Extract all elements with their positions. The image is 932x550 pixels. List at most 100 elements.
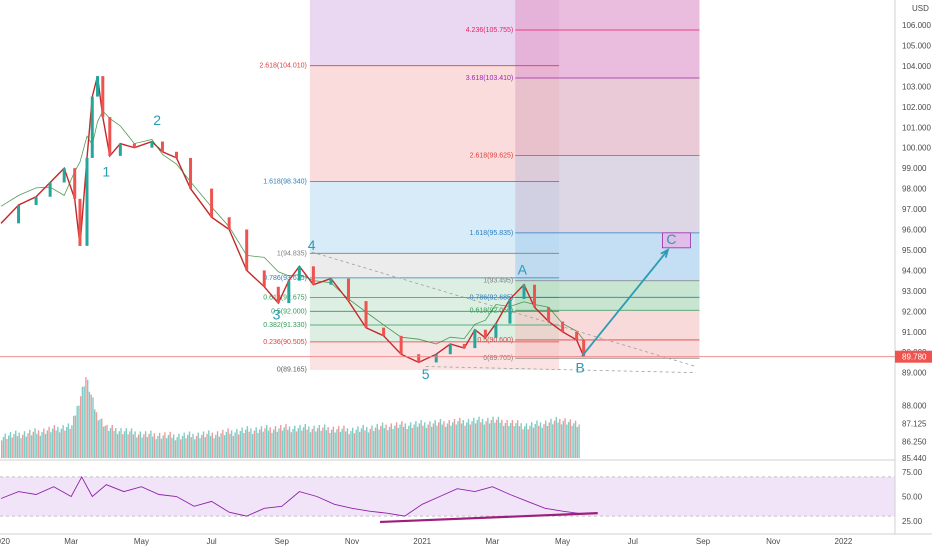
volume-bar [46, 430, 49, 458]
volume-bar [357, 426, 359, 458]
current-price-label: 89.780 [902, 353, 927, 362]
volume-bar [109, 427, 112, 458]
volume-bar [116, 434, 119, 458]
volume-bar [409, 422, 412, 458]
volume-bar [373, 431, 375, 458]
candle [462, 344, 466, 349]
volume-bar [41, 432, 43, 458]
fib1-level-label: 0.382(91.330) [263, 322, 307, 329]
wave-label: 1 [102, 163, 110, 179]
volume-bar [122, 434, 124, 458]
volume-bar [425, 427, 428, 458]
volume-bar [223, 435, 226, 458]
volume-bar [578, 424, 580, 458]
volume-bar [527, 429, 529, 458]
volume-bar [262, 431, 264, 458]
fib1-level-label: 1(94.835) [277, 250, 307, 257]
volume-bar [523, 426, 526, 458]
wave-c-box [662, 232, 691, 249]
volume-bar [437, 422, 440, 458]
volume-bar [22, 434, 24, 458]
volume-bar [485, 421, 487, 458]
volume-bar [111, 424, 113, 458]
volume-bar [248, 431, 250, 458]
volume-bar [562, 420, 564, 458]
price-tick-label: 102.000 [902, 103, 931, 112]
volume-bar [557, 422, 559, 458]
volume-bar [280, 424, 282, 458]
volume-bar [301, 430, 303, 458]
volume-bar [309, 432, 312, 458]
volume-bar [190, 437, 192, 458]
volume-bar [237, 434, 240, 458]
currency-label: USD [912, 4, 929, 13]
volume-bar [341, 428, 343, 458]
volume-bar [436, 425, 438, 458]
volume-bar [155, 439, 157, 458]
fib2-level-label: 4.236(105.755) [466, 27, 513, 34]
volume-bar [202, 431, 205, 458]
volume-bar [44, 433, 47, 458]
price-tick-label: 97.000 [902, 205, 927, 214]
volume-bar [150, 430, 152, 458]
fib1-level-label: 0.786(93.635) [263, 275, 307, 282]
volume-bar [264, 428, 266, 458]
candle [533, 284, 537, 308]
ma-line [0, 110, 585, 345]
fib1-level-label: 0(89.165) [277, 366, 307, 373]
price-tick-label: 100.000 [902, 144, 931, 153]
volume-bar [79, 396, 82, 458]
volume-bar [315, 431, 317, 458]
volume-bar [266, 424, 268, 458]
price-tick-label: 87.125 [902, 420, 927, 429]
volume-bar [57, 426, 59, 458]
volume-bar [392, 429, 394, 458]
volume-bar [374, 427, 377, 458]
volume-bar [225, 431, 228, 458]
volume-bar [287, 429, 289, 458]
fib2-level-label: 3.618(103.410) [466, 75, 513, 82]
candle [175, 151, 178, 158]
price-tick-label: 98.000 [902, 185, 927, 194]
wave-label: 3 [273, 306, 281, 322]
volume-bar [366, 426, 368, 458]
volume-bar [462, 420, 464, 458]
volume-bar [395, 422, 398, 458]
rsi-line [0, 475, 584, 517]
volume-bar [285, 424, 287, 458]
volume-bar [243, 433, 245, 458]
volume-bar [576, 427, 579, 458]
volume-bar [474, 423, 477, 458]
volume-bar [504, 422, 507, 458]
volume-bar [362, 424, 364, 458]
volume-bar [304, 424, 307, 458]
candle [132, 143, 136, 148]
volume-bar [172, 434, 175, 458]
volume-bar [367, 432, 370, 458]
volume-bar [532, 427, 535, 458]
volume-bar [306, 429, 308, 458]
volume-bar [469, 424, 471, 458]
volume-bar [455, 424, 457, 458]
volume-bar [513, 426, 515, 458]
volume-bar [399, 424, 401, 458]
volume-bar [32, 431, 34, 458]
rsi-panel [0, 475, 895, 524]
candle [448, 344, 452, 355]
candle [262, 270, 266, 287]
time-tick-label: Mar [64, 537, 78, 546]
fib2-zone-top [515, 0, 700, 78]
fib1-level-label: 0.618(92.675) [263, 294, 307, 301]
volume-bar [376, 424, 378, 458]
volume-bar [401, 421, 403, 458]
volume-bar [25, 436, 27, 458]
fib2-level-label: 1(93.495) [483, 278, 513, 285]
volume-bar [450, 425, 452, 458]
volume-bar [127, 434, 129, 458]
volume-bar [443, 421, 445, 458]
volume-bar [215, 434, 217, 458]
volume-bar [269, 427, 271, 458]
channel-upper [311, 251, 697, 367]
volume-bar [220, 433, 222, 458]
